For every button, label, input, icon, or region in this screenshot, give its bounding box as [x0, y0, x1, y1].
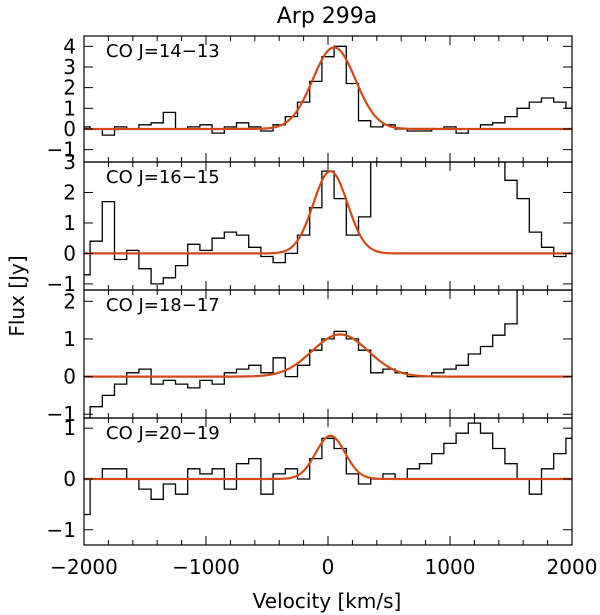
y-axis-label: Flux [Jy]: [5, 255, 29, 336]
gaussian-fit-4: [84, 434, 572, 481]
y-tick-label: −1: [47, 272, 76, 296]
y-tick-label: −1: [47, 402, 76, 426]
gaussian-fit-2: [84, 169, 572, 255]
spectrum-histogram-3: [84, 290, 572, 418]
x-axis-label: Velocity [km/s]: [253, 589, 402, 613]
y-tick-label: 0: [63, 241, 76, 265]
spectrum-histogram-2: [84, 162, 572, 285]
panel-2: −1 0 1 2 3 CO J=16−15: [47, 150, 573, 296]
y-tick-label: 0: [63, 467, 76, 491]
y-tick-label: 2: [63, 289, 76, 313]
spectrum-histogram-1: [84, 45, 572, 136]
x-tick-label: 0: [322, 555, 335, 579]
x-tick-label: 1000: [425, 555, 476, 579]
panel-4: −1 0 1 CO J=20−19: [47, 416, 573, 546]
panel-label-1: CO J=14−13: [106, 41, 220, 62]
chart-title: Arp 299a: [277, 4, 378, 29]
panel-label-3: CO J=18−17: [106, 295, 220, 316]
gaussian-fit-1: [84, 46, 572, 131]
x-tick-label: −2000: [50, 555, 118, 579]
y-tick-label: 1: [63, 211, 76, 235]
y-tick-label: 0: [63, 365, 76, 389]
x-tick-label: 2000: [547, 555, 598, 579]
y-tick-label: 1: [63, 327, 76, 351]
y-tick-label: 2: [63, 76, 76, 100]
y-tick-label: 3: [63, 150, 76, 174]
panel-label-2: CO J=16−15: [106, 167, 220, 188]
x-tick-labels: −2000 −1000 0 1000 2000: [50, 555, 597, 579]
panel-label-4: CO J=20−19: [106, 423, 220, 444]
y-tick-label: 3: [63, 55, 76, 79]
gaussian-fit-3: [84, 333, 572, 378]
y-tick-label: −1: [47, 518, 76, 542]
y-tick-label: 4: [63, 34, 76, 58]
y-tick-label: 2: [63, 180, 76, 204]
y-tick-label: 1: [63, 416, 76, 440]
y-tick-label: 0: [63, 117, 76, 141]
y-tick-label: 1: [63, 96, 76, 120]
x-tick-label: −1000: [172, 555, 240, 579]
y-tick-label: −1: [47, 138, 76, 162]
panel-3: −1 0 1 2 CO J=18−17: [47, 289, 573, 426]
